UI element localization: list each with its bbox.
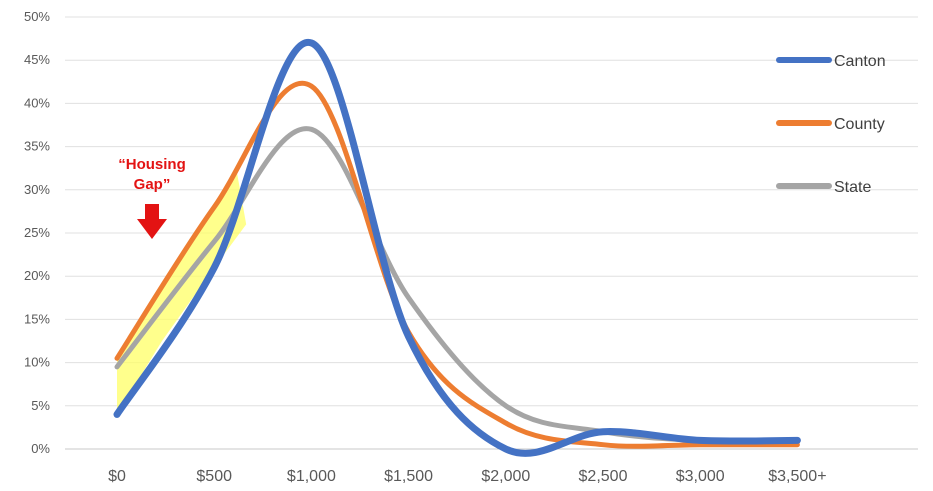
y-tick-label: 45% [24,52,50,67]
y-tick-label: 40% [24,95,50,110]
legend-label-state: State [834,179,871,196]
annotation-label-line1: “Housing [118,156,186,173]
y-tick-label: 15% [24,311,50,326]
x-axis-ticks: $0 $500 $1,000 $1,500 $2,000 $2,500 $3,000 $3,5… [108,468,826,485]
x-tick-label: $500 [196,468,232,485]
series-line-canton [113,39,801,457]
y-tick-label: 35% [24,139,50,154]
housing-gap-area [117,168,247,415]
legend: Canton County State [776,53,886,196]
annotation-label-line2: Gap” [134,176,171,193]
x-tick-label: $2,000 [481,468,530,485]
y-tick-label: 25% [24,225,50,240]
down-arrow-icon [137,204,167,239]
x-tick-label: $1,500 [384,468,433,485]
gridlines [65,16,918,450]
x-tick-label: $3,500+ [768,468,826,485]
y-tick-label: 0% [31,441,50,456]
x-tick-label: $3,000 [676,468,725,485]
x-tick-label: $1,000 [287,468,336,485]
series-lines [113,39,801,457]
legend-label-canton: Canton [834,53,886,70]
y-axis-ticks: 0% 5% 10% 15% 20% 25% 30% 35% 40% 45% 50% [24,9,50,456]
x-tick-label: $0 [108,468,126,485]
y-tick-label: 5% [31,398,50,413]
housing-gap-highlight [117,168,247,415]
x-tick-label: $2,500 [579,468,628,485]
y-tick-label: 10% [24,355,50,370]
y-tick-label: 20% [24,268,50,283]
y-tick-label: 30% [24,182,50,197]
y-tick-label: 50% [24,9,50,24]
legend-label-county: County [834,116,885,133]
housing-gap-annotation: “Housing Gap” [118,156,186,239]
